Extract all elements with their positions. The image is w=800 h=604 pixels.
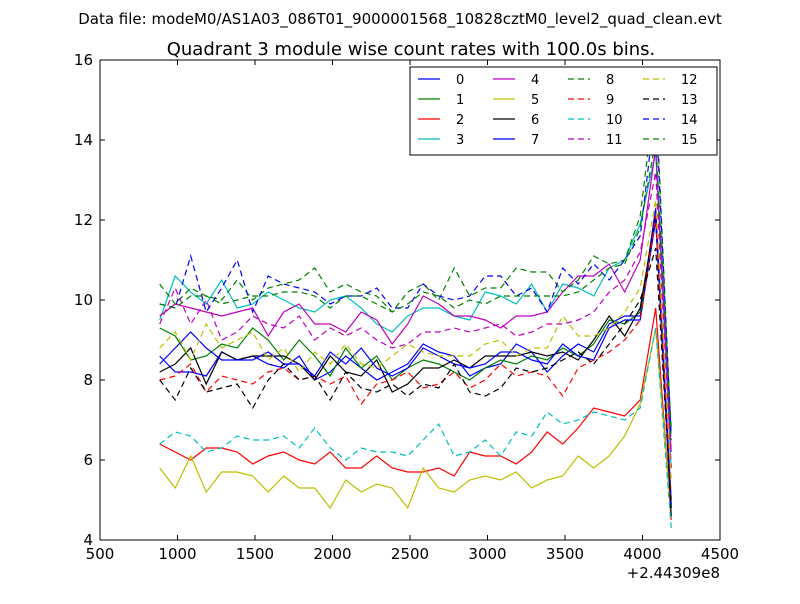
data-file-header: Data file: modeM0/AS1A03_086T01_90000015… (78, 10, 722, 29)
y-tick-label: 6 (83, 451, 93, 469)
y-tick-label: 8 (83, 371, 93, 389)
x-tick-label: 4500 (701, 545, 739, 563)
series-lines (159, 87, 672, 529)
series-line-3 (159, 151, 672, 469)
legend-label-12: 12 (681, 73, 698, 88)
series-line-2 (159, 307, 672, 521)
series-line-15 (159, 139, 672, 429)
legend-label-9: 9 (606, 93, 614, 108)
legend-label-15: 15 (681, 133, 698, 148)
series-line-11 (159, 171, 672, 469)
series-line-6 (159, 215, 672, 517)
y-tick-label: 12 (74, 211, 93, 229)
series-line-7 (159, 219, 672, 505)
series-line-9 (159, 215, 672, 501)
x-tick-label: 1500 (236, 545, 274, 563)
legend-box (409, 66, 718, 156)
legend-label-14: 14 (681, 113, 698, 128)
legend-label-2: 2 (456, 113, 464, 128)
legend-label-3: 3 (456, 133, 464, 148)
x-tick-label: 4000 (623, 545, 661, 563)
x-tick-label: 3000 (468, 545, 506, 563)
x-offset-label: +2.44309e8 (627, 564, 720, 582)
chart-title: Quadrant 3 module wise count rates with … (167, 39, 656, 60)
series-line-1 (159, 219, 672, 509)
axes: 500 1000 1500 2000 2500 3000 3500 4000 450046810… (74, 51, 739, 582)
legend-label-11: 11 (606, 133, 623, 148)
legend-label-7: 7 (531, 133, 539, 148)
series-line-5 (159, 327, 672, 517)
legend-label-8: 8 (606, 73, 614, 88)
legend-label-6: 6 (531, 113, 539, 128)
x-tick-label: 500 (86, 545, 115, 563)
y-tick-label: 14 (74, 131, 93, 149)
legend-label-4: 4 (531, 73, 539, 88)
series-line-0 (159, 207, 672, 501)
x-tick-label: 2500 (391, 545, 429, 563)
legend-label-0: 0 (456, 73, 464, 88)
legend-label-5: 5 (531, 93, 539, 108)
series-line-4 (159, 147, 672, 453)
y-tick-label: 16 (74, 51, 93, 69)
y-tick-label: 10 (74, 291, 93, 309)
legend-label-10: 10 (606, 113, 623, 128)
y-tick-label: 4 (83, 531, 93, 549)
x-tick-label: 3500 (546, 545, 584, 563)
legend-label-13: 13 (681, 93, 698, 108)
x-tick-label: 2000 (313, 545, 351, 563)
series-line-13 (159, 247, 672, 509)
x-tick-label: 1000 (158, 545, 196, 563)
series-line-10 (159, 327, 672, 529)
legend-label-1: 1 (456, 93, 464, 108)
series-line-12 (159, 199, 672, 481)
